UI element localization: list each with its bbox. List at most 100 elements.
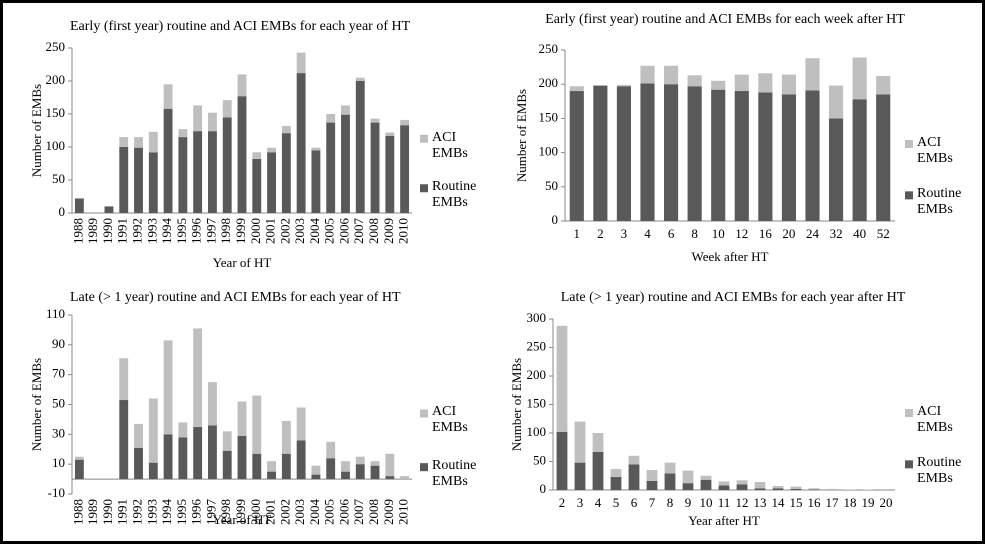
bar bbox=[754, 482, 766, 489]
y-axis-title: Number of EMBs bbox=[29, 84, 44, 177]
legend-label-box: Routine EMBs bbox=[917, 455, 961, 486]
x-tick-label: 7 bbox=[649, 495, 656, 510]
bar bbox=[700, 475, 712, 480]
bar bbox=[119, 358, 129, 401]
y-tick-label: 150 bbox=[539, 109, 559, 124]
bar bbox=[311, 150, 321, 213]
legend-swatch bbox=[420, 409, 428, 418]
bar bbox=[862, 489, 874, 490]
bar bbox=[134, 447, 143, 480]
bar bbox=[237, 435, 247, 480]
x-tick-label: 1990 bbox=[100, 499, 115, 525]
bar bbox=[267, 147, 276, 153]
x-axis-title: Year of HT bbox=[213, 255, 272, 270]
x-tick-label: 9 bbox=[685, 495, 692, 510]
x-tick-label: 15 bbox=[790, 495, 803, 510]
bar bbox=[355, 464, 365, 480]
bar bbox=[178, 437, 188, 480]
bar bbox=[341, 471, 350, 480]
bar bbox=[385, 135, 395, 213]
x-tick-label: 10 bbox=[700, 495, 713, 510]
bar bbox=[829, 118, 844, 221]
x-tick-label: 12 bbox=[736, 495, 749, 510]
bar bbox=[148, 131, 158, 153]
x-tick-label: 13 bbox=[754, 495, 767, 510]
bar bbox=[326, 114, 336, 123]
x-tick-label: 1992 bbox=[130, 499, 145, 525]
bar bbox=[844, 489, 856, 490]
bar bbox=[370, 118, 380, 123]
bar bbox=[711, 80, 726, 90]
bar bbox=[326, 458, 336, 480]
legend-label: Routine EMBs bbox=[432, 179, 477, 211]
bar bbox=[208, 112, 217, 132]
bar bbox=[781, 94, 796, 221]
x-tick-label: 1998 bbox=[218, 218, 233, 244]
x-tick-label: 2004 bbox=[307, 218, 322, 245]
bar bbox=[556, 431, 568, 490]
x-tick-label: 1993 bbox=[144, 499, 159, 525]
y-tick-label: 250 bbox=[527, 338, 547, 353]
bar bbox=[646, 480, 658, 490]
bar bbox=[400, 476, 410, 480]
bar bbox=[222, 100, 232, 118]
bar bbox=[852, 99, 867, 221]
bar bbox=[252, 158, 262, 213]
legend-label-box: Routine EMBs bbox=[917, 186, 962, 218]
x-tick-label: 2001 bbox=[263, 499, 278, 525]
x-tick-label: 2002 bbox=[277, 218, 292, 244]
x-tick-label: 1989 bbox=[85, 499, 100, 525]
legend-swatch bbox=[905, 460, 913, 469]
x-tick-label: 1999 bbox=[233, 499, 248, 525]
bar bbox=[664, 473, 676, 490]
y-tick-label: 200 bbox=[527, 367, 547, 382]
chart-title: Late (> 1 year) routine and ACI EMBs for… bbox=[70, 290, 401, 305]
bar bbox=[326, 122, 336, 213]
y-tick-label: 0 bbox=[540, 481, 547, 496]
x-tick-label: 2000 bbox=[248, 218, 263, 244]
bar bbox=[370, 461, 380, 466]
bar bbox=[208, 131, 217, 213]
x-tick-label: 1988 bbox=[70, 218, 85, 244]
bar bbox=[640, 83, 655, 222]
bar bbox=[281, 133, 291, 213]
bar bbox=[556, 325, 568, 432]
bar bbox=[718, 481, 730, 486]
x-tick-label: 17 bbox=[826, 495, 840, 510]
legend-label: Routine EMBs bbox=[917, 186, 962, 218]
bar bbox=[267, 152, 276, 213]
bar bbox=[296, 52, 306, 74]
y-tick-label: 100 bbox=[46, 138, 66, 153]
x-tick-label: 2009 bbox=[381, 218, 396, 244]
y-tick-label: 100 bbox=[539, 144, 559, 159]
bar bbox=[104, 206, 114, 213]
bar bbox=[593, 85, 608, 222]
legend-label: ACI EMBs bbox=[917, 404, 953, 436]
legend-swatch bbox=[905, 140, 913, 149]
x-tick-label: 2001 bbox=[263, 218, 278, 244]
bar bbox=[592, 433, 604, 452]
y-tick-label: 70 bbox=[52, 366, 65, 381]
x-tick-label: 2003 bbox=[292, 499, 307, 525]
y-tick-label: -10 bbox=[48, 485, 65, 500]
y-tick-label: 30 bbox=[52, 425, 65, 440]
x-axis-title: Year after HT bbox=[688, 513, 760, 528]
bar bbox=[687, 86, 702, 221]
bar bbox=[734, 91, 749, 221]
bar bbox=[119, 147, 129, 213]
bar bbox=[296, 440, 306, 480]
x-tick-label: 11 bbox=[718, 495, 731, 510]
x-tick-label: 4 bbox=[644, 226, 651, 241]
x-tick-label: 1994 bbox=[159, 499, 174, 526]
x-tick-label: 1994 bbox=[159, 218, 174, 245]
bar bbox=[267, 461, 276, 472]
x-tick-label: 20 bbox=[782, 226, 795, 241]
x-tick-label: 2004 bbox=[307, 499, 322, 526]
x-tick-label: 1995 bbox=[174, 499, 189, 525]
bar bbox=[772, 486, 784, 489]
y-tick-label: 150 bbox=[527, 395, 547, 410]
y-axis-title: Number of EMBs bbox=[509, 358, 524, 451]
bar bbox=[178, 422, 188, 438]
bar bbox=[281, 420, 291, 454]
x-tick-label: 3 bbox=[577, 495, 584, 510]
